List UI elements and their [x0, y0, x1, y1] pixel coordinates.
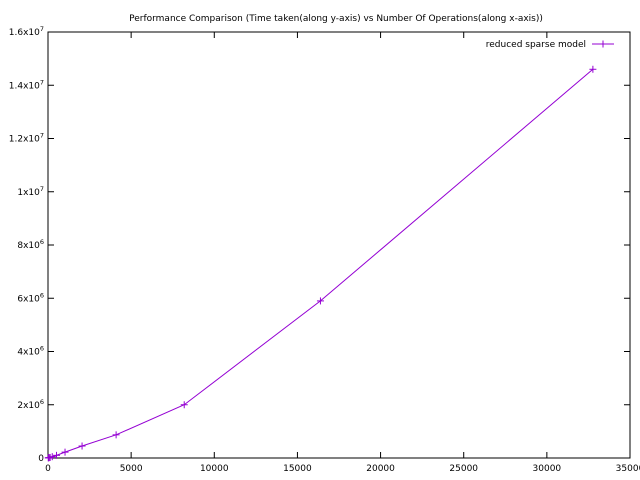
- data-point: [61, 448, 69, 456]
- y-tick-label: 2x106: [17, 398, 44, 411]
- y-tick-label: 8x106: [17, 238, 44, 251]
- y-tick-label: 1x107: [17, 185, 44, 198]
- chart-title: Performance Comparison (Time taken(along…: [129, 14, 543, 24]
- series-layer: [44, 65, 597, 462]
- data-point: [48, 453, 56, 461]
- x-tick-label: 5000: [120, 464, 143, 474]
- legend-marker: [599, 40, 607, 48]
- data-point: [112, 431, 120, 439]
- x-tick-label: 0: [45, 464, 51, 474]
- data-point: [316, 297, 324, 305]
- series-line: [48, 68, 594, 459]
- legend: reduced sparse model: [486, 40, 614, 50]
- data-point: [180, 401, 188, 409]
- y-tick-label: 1.4x107: [9, 78, 44, 91]
- x-tick-label: 25000: [449, 464, 478, 474]
- legend-plus-marker: [599, 40, 607, 48]
- data-point: [589, 65, 597, 73]
- x-tick-label: 15000: [283, 464, 312, 474]
- x-tick-label: 30000: [533, 464, 562, 474]
- legend-label: reduced sparse model: [486, 40, 586, 50]
- x-tick-label: 10000: [200, 464, 229, 474]
- y-axis: 0 2x106 4x106 6x106 8x106 1x107 1.2x107 1.4x107…: [9, 25, 630, 464]
- y-tick-label: 1.6x107: [9, 25, 44, 38]
- y-tick-label: 1.2x107: [9, 132, 44, 145]
- y-tick-label: 4x106: [17, 345, 44, 358]
- y-tick-label: 6x106: [17, 291, 44, 304]
- data-point: [53, 451, 61, 459]
- data-point: [78, 442, 86, 450]
- x-tick-label: 20000: [366, 464, 395, 474]
- plot-frame: [47, 31, 631, 459]
- y-tick-label: 0: [38, 454, 44, 464]
